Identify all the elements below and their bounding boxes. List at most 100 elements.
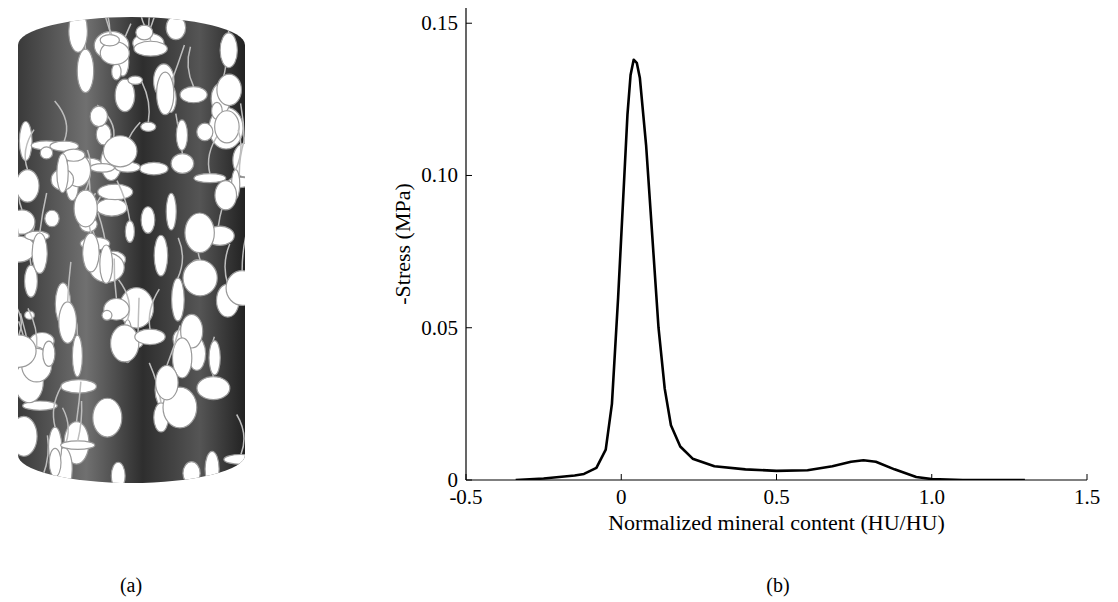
pore bbox=[100, 35, 119, 46]
strut-highlight bbox=[149, 289, 159, 329]
pore bbox=[49, 448, 61, 476]
pore bbox=[140, 162, 168, 175]
strut-highlight bbox=[7, 295, 22, 335]
y-tick-label: 0 bbox=[448, 468, 459, 492]
pore bbox=[57, 154, 68, 193]
bone-body bbox=[18, 17, 245, 483]
pore bbox=[224, 455, 258, 465]
y-tick-label: 0.10 bbox=[421, 163, 458, 187]
y-tick bbox=[466, 480, 472, 481]
pore bbox=[61, 441, 95, 449]
pore bbox=[9, 210, 35, 234]
pore bbox=[220, 33, 237, 68]
x-tick-label: 1.0 bbox=[919, 485, 945, 509]
pore bbox=[156, 365, 178, 399]
strut-highlight bbox=[170, 45, 184, 85]
pore bbox=[45, 210, 59, 226]
strut-highlight bbox=[12, 196, 19, 236]
strut-highlight bbox=[117, 181, 130, 221]
strut-highlight bbox=[176, 0, 186, 16]
pore bbox=[103, 136, 137, 167]
pore bbox=[185, 213, 214, 253]
pore bbox=[26, 475, 60, 484]
pore bbox=[215, 111, 239, 143]
x-tick bbox=[1087, 474, 1088, 480]
y-tick-label: 0.05 bbox=[421, 316, 458, 340]
pore bbox=[157, 72, 174, 114]
strut-highlight bbox=[241, 103, 245, 143]
x-tick-label: 1.5 bbox=[1074, 485, 1100, 509]
pore bbox=[32, 233, 47, 273]
x-tick-label: 0.5 bbox=[763, 485, 789, 509]
panel-label: (a) bbox=[120, 574, 142, 597]
figure: (a)(b)-0.500.51.01.500.050.100.15Normali… bbox=[0, 0, 1118, 602]
pore bbox=[194, 174, 226, 183]
pore bbox=[172, 278, 185, 321]
strut-highlight bbox=[53, 387, 60, 427]
pore bbox=[69, 10, 88, 53]
pore bbox=[74, 190, 97, 227]
pore bbox=[90, 106, 107, 127]
pore bbox=[77, 49, 93, 93]
y-tick bbox=[466, 327, 472, 328]
stress-curve bbox=[516, 60, 1025, 480]
strut-highlight bbox=[77, 382, 81, 422]
pore bbox=[83, 233, 100, 272]
pore bbox=[166, 193, 176, 230]
pore bbox=[128, 76, 142, 84]
x-tick bbox=[466, 474, 467, 480]
axes bbox=[466, 8, 1087, 480]
pore bbox=[11, 416, 38, 456]
strut-highlight bbox=[25, 130, 34, 170]
pore bbox=[209, 341, 220, 375]
pore bbox=[43, 341, 55, 366]
y-tick bbox=[466, 23, 472, 24]
pore bbox=[183, 260, 217, 296]
pore bbox=[125, 221, 134, 243]
pore bbox=[2, 335, 36, 367]
pore bbox=[135, 329, 165, 344]
pore bbox=[197, 123, 213, 141]
strut-highlight bbox=[188, 47, 194, 87]
pore bbox=[102, 310, 112, 320]
strut-highlight bbox=[78, 401, 82, 441]
strut-highlight bbox=[209, 134, 219, 174]
pore bbox=[205, 451, 219, 486]
pore bbox=[141, 207, 155, 234]
pore bbox=[134, 41, 167, 56]
pore bbox=[215, 181, 237, 210]
pore bbox=[226, 271, 258, 306]
pore bbox=[141, 122, 156, 131]
panel-label: (b) bbox=[766, 574, 789, 597]
pore bbox=[180, 87, 207, 103]
strut-highlight bbox=[99, 0, 110, 35]
strut-highlight bbox=[43, 435, 48, 475]
x-tick-label: 0 bbox=[616, 485, 627, 509]
strut-highlight bbox=[141, 0, 153, 25]
pore bbox=[197, 377, 230, 400]
pore bbox=[154, 235, 168, 276]
strut-highlight bbox=[55, 101, 67, 141]
strut-highlight bbox=[237, 415, 244, 455]
y-tick-label: 0.15 bbox=[421, 11, 458, 35]
strut-highlight bbox=[167, 325, 180, 365]
strut-highlight bbox=[242, 231, 247, 271]
x-tick bbox=[621, 474, 622, 480]
strut-highlight bbox=[227, 0, 229, 33]
strut-highlight bbox=[236, 130, 241, 170]
pore bbox=[96, 199, 127, 217]
strut-highlight bbox=[114, 259, 116, 299]
x-axis-title: Normalized mineral content (HU/HU) bbox=[608, 510, 945, 535]
pore bbox=[183, 462, 200, 485]
strut-highlight bbox=[40, 193, 47, 233]
pore bbox=[176, 120, 187, 150]
pore bbox=[166, 16, 186, 40]
pore bbox=[16, 170, 39, 202]
pore bbox=[112, 64, 121, 80]
y-axis-title: -Stress (MPa) bbox=[390, 183, 415, 305]
pore bbox=[111, 462, 125, 489]
pore bbox=[217, 74, 242, 105]
y-axis bbox=[465, 8, 466, 480]
pore bbox=[98, 184, 133, 200]
plot-area bbox=[516, 60, 1025, 480]
